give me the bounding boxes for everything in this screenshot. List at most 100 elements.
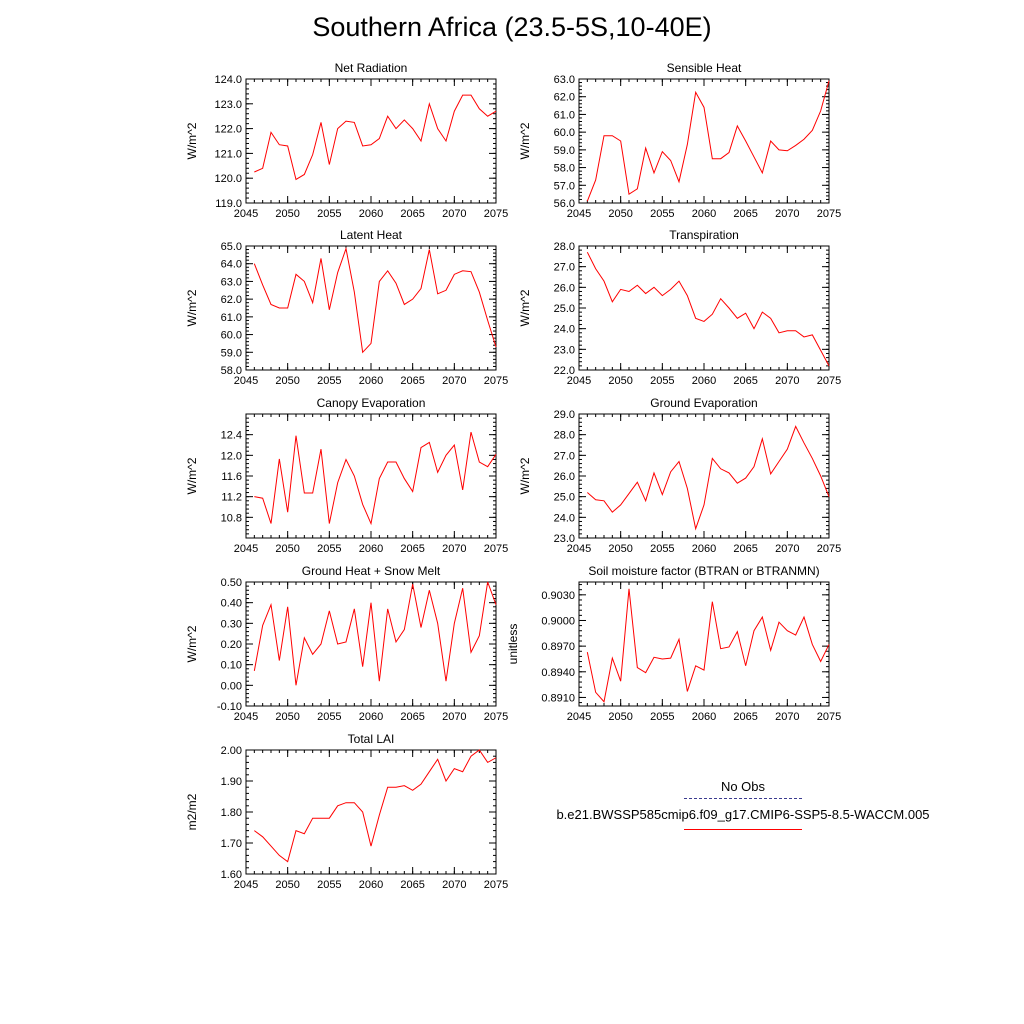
y-tick-label: 58.0: [554, 163, 575, 175]
y-tick-label: 11.6: [221, 471, 242, 483]
x-tick-label: 2060: [692, 711, 716, 723]
y-tick-label: 23.0: [554, 533, 575, 545]
x-tick-label: 2070: [775, 208, 799, 220]
y-tick-label: 119.0: [215, 198, 242, 210]
y-tick-label: -0.10: [217, 701, 242, 713]
y-tick-label: 1.70: [221, 838, 242, 850]
x-tick-label: 2060: [692, 208, 716, 220]
plot-frame: [245, 749, 497, 875]
x-tick-label: 2060: [359, 375, 383, 387]
y-tick-label: 27.0: [554, 450, 575, 462]
y-tick-label: 124.0: [214, 74, 242, 86]
x-tick-label: 2050: [275, 879, 299, 891]
x-tick-label: 2065: [400, 543, 424, 555]
x-tick-label: 2065: [400, 375, 424, 387]
x-tick-label: 2050: [275, 375, 299, 387]
x-tick-label: 2045: [234, 375, 258, 387]
x-tick-label: 2055: [650, 543, 674, 555]
series-line-1: [253, 581, 497, 686]
x-tick-label: 2050: [275, 208, 299, 220]
y-tick-label: 28.0: [554, 430, 575, 442]
y-tick-label: 24.0: [554, 324, 575, 336]
x-tick-label: 2070: [442, 208, 466, 220]
x-tick-label: 2050: [275, 711, 299, 723]
panel-title: Transpiration: [669, 228, 739, 242]
y-tick-label: 59.0: [221, 347, 242, 359]
x-tick-label: 2055: [650, 711, 674, 723]
y-tick-label: 23.0: [554, 344, 575, 356]
x-tick-label: 2045: [234, 879, 258, 891]
series-line-1: [254, 94, 497, 181]
x-tick-label: 2070: [442, 375, 466, 387]
x-tick-label: 2060: [359, 879, 383, 891]
plot-frame: [245, 581, 497, 707]
panel-title: Ground Heat + Snow Melt: [302, 564, 441, 578]
series-line-1: [587, 425, 830, 531]
x-tick-label: 2045: [567, 208, 591, 220]
y-tick-label: 0.40: [221, 598, 242, 610]
y-tick-label: 29.0: [554, 409, 575, 421]
y-tick-label: 25.0: [554, 492, 575, 504]
y-tick-label: 64.0: [221, 259, 242, 271]
y-tick-label: 0.8940: [541, 667, 575, 679]
plot-frame: [245, 78, 497, 204]
y-tick-label: 62.0: [554, 92, 575, 104]
y-tick-label: 63.0: [554, 74, 575, 86]
x-tick-label: 2075: [484, 711, 508, 723]
x-tick-label: 2055: [650, 375, 674, 387]
x-tick-label: 2075: [817, 543, 841, 555]
x-tick-label: 2065: [400, 208, 424, 220]
y-tick-label: 0.00: [221, 680, 242, 692]
x-tick-label: 2070: [775, 375, 799, 387]
x-tick-label: 2070: [442, 879, 466, 891]
y-tick-label: 1.80: [221, 807, 242, 819]
x-tick-label: 2070: [442, 711, 466, 723]
panel-title: Canopy Evaporation: [317, 396, 426, 410]
x-tick-label: 2050: [608, 711, 632, 723]
y-tick-label: 0.50: [221, 577, 242, 589]
chart-panel-7: 2045 2050 2055 2060 2065 2070 2075 -0.10 0.00 0.1…: [185, 564, 508, 723]
y-tick-label: 58.0: [221, 365, 242, 377]
y-axis-label: unitless: [506, 624, 520, 665]
y-tick-label: 122.0: [214, 124, 242, 136]
panel-title: Latent Heat: [340, 228, 403, 242]
x-tick-label: 2060: [359, 208, 383, 220]
y-tick-label: 56.0: [554, 198, 575, 210]
y-axis-label: W/m^2: [518, 289, 532, 326]
x-tick-label: 2055: [317, 375, 341, 387]
y-tick-label: 123.0: [214, 99, 242, 111]
legend-obs-line-swatch: [684, 798, 802, 799]
figure-title: Southern Africa (23.5-5S,10-40E): [312, 12, 712, 42]
y-tick-label: 1.90: [221, 776, 242, 788]
x-tick-label: 2045: [567, 711, 591, 723]
panel-title: Ground Evaporation: [650, 396, 757, 410]
y-tick-label: 12.0: [221, 450, 242, 462]
series-line-1: [253, 246, 497, 354]
x-tick-label: 2065: [733, 711, 757, 723]
series-line-1: [254, 749, 497, 863]
x-tick-label: 2065: [400, 879, 424, 891]
x-tick-label: 2070: [775, 543, 799, 555]
y-tick-label: 0.8970: [541, 641, 575, 653]
x-tick-label: 2050: [608, 543, 632, 555]
y-tick-label: 27.0: [554, 262, 575, 274]
chart-panel-8: 2045 2050 2055 2060 2065 2070 2075 0.8910 0.8940…: [506, 564, 841, 723]
y-tick-label: 24.0: [554, 512, 575, 524]
y-tick-label: 26.0: [554, 282, 575, 294]
y-tick-label: 11.2: [221, 492, 242, 504]
x-tick-label: 2045: [567, 543, 591, 555]
legend-obs-label: No Obs: [720, 779, 766, 794]
x-tick-label: 2045: [234, 208, 258, 220]
plot-frame: [245, 413, 497, 539]
panel-title: Soil moisture factor (BTRAN or BTRANMN): [588, 564, 819, 578]
y-tick-label: 2.00: [221, 745, 242, 757]
y-tick-label: 61.0: [554, 109, 575, 121]
y-axis-label: W/m^2: [518, 457, 532, 494]
panel-title: Total LAI: [348, 732, 395, 746]
chart-panel-4: 2045 2050 2055 2060 2065 2070 2075 22.0 23.0 24.0…: [518, 228, 841, 387]
x-tick-label: 2075: [817, 208, 841, 220]
y-tick-label: 63.0: [221, 276, 242, 288]
x-tick-label: 2045: [234, 543, 258, 555]
x-tick-label: 2055: [317, 208, 341, 220]
